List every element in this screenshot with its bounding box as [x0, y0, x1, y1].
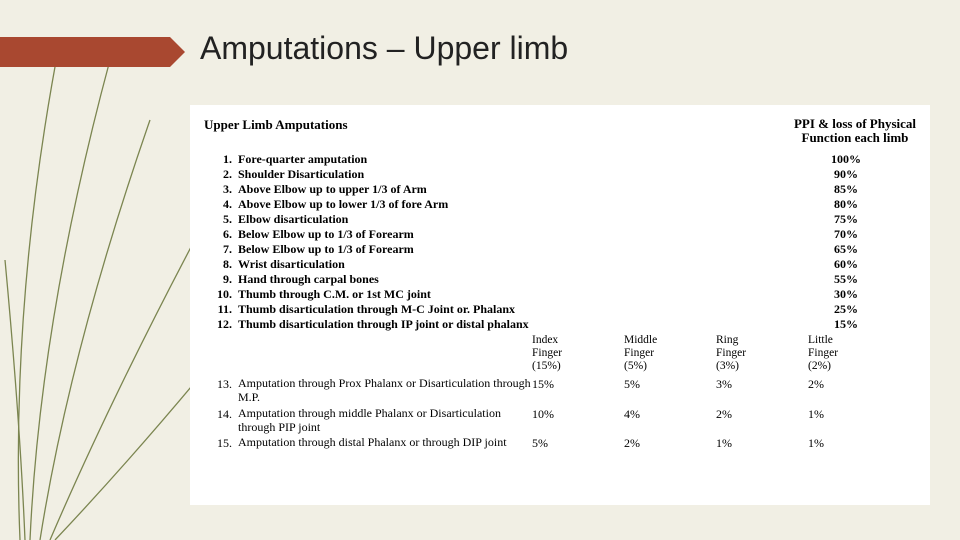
row-pct: 15%	[532, 377, 624, 405]
finger-col-header: IndexFinger(15%)	[532, 334, 624, 374]
row-pct: 60%	[776, 257, 916, 272]
row-desc: Amputation through distal Phalanx or thr…	[238, 436, 532, 451]
accent-band	[0, 37, 170, 67]
finger-rows: 13.Amputation through Prox Phalanx or Di…	[196, 375, 924, 451]
main-rows: 1.Fore-quarter amputation100%2.Shoulder …	[196, 152, 924, 332]
row-pct: 4%	[624, 407, 716, 435]
row-pct: 1%	[808, 436, 900, 451]
row-pct: 3%	[716, 377, 808, 405]
row-desc: Fore-quarter amputation	[238, 152, 776, 167]
row-number: 15.	[204, 436, 238, 451]
row-number: 5.	[204, 212, 238, 227]
table-row: 5.Elbow disarticulation75%	[196, 212, 924, 227]
row-desc: Shoulder Disarticulation	[238, 167, 776, 182]
row-pct: 65%	[776, 242, 916, 257]
table-row: 12.Thumb disarticulation through IP join…	[196, 317, 924, 332]
row-desc: Amputation through middle Phalanx or Dis…	[238, 407, 532, 435]
table-row: 4.Above Elbow up to lower 1/3 of fore Ar…	[196, 197, 924, 212]
table-row: 11.Thumb disarticulation through M-C Joi…	[196, 302, 924, 317]
table-row: 9.Hand through carpal bones55%	[196, 272, 924, 287]
row-number: 1.	[204, 152, 238, 167]
table-row: 8.Wrist disarticulation60%	[196, 257, 924, 272]
row-pct: 5%	[624, 377, 716, 405]
row-pct: 85%	[776, 182, 916, 197]
row-pct: 75%	[776, 212, 916, 227]
row-desc: Above Elbow up to upper 1/3 of Arm	[238, 182, 776, 197]
finger-col-header: RingFinger(3%)	[716, 334, 808, 374]
row-number: 13.	[204, 377, 238, 405]
row-number: 11.	[204, 302, 238, 317]
finger-columns-header: IndexFinger(15%)MiddleFinger(5%)RingFing…	[196, 332, 924, 376]
row-number: 10.	[204, 287, 238, 302]
table-row: 10.Thumb through C.M. or 1st MC joint30%	[196, 287, 924, 302]
row-number: 12.	[204, 317, 238, 332]
table-header: Upper Limb Amputations PPI & loss of Phy…	[196, 113, 924, 152]
table-row: 3.Above Elbow up to upper 1/3 of Arm85%	[196, 182, 924, 197]
row-desc: Hand through carpal bones	[238, 272, 776, 287]
row-number: 4.	[204, 197, 238, 212]
row-desc: Above Elbow up to lower 1/3 of fore Arm	[238, 197, 776, 212]
row-desc: Thumb through C.M. or 1st MC joint	[238, 287, 776, 302]
content-panel: Upper Limb Amputations PPI & loss of Phy…	[190, 105, 930, 505]
row-pct: 1%	[716, 436, 808, 451]
row-pct: 15%	[776, 317, 916, 332]
row-pct: 10%	[532, 407, 624, 435]
row-desc: Wrist disarticulation	[238, 257, 776, 272]
row-pct: 2%	[808, 377, 900, 405]
table-row: 14.Amputation through middle Phalanx or …	[196, 405, 924, 435]
table-row: 15.Amputation through distal Phalanx or …	[196, 434, 924, 451]
row-pct: 100%	[776, 152, 916, 167]
row-desc: Below Elbow up to 1/3 of Forearm	[238, 227, 776, 242]
row-number: 3.	[204, 182, 238, 197]
row-number: 14.	[204, 407, 238, 435]
row-desc: Thumb disarticulation through M-C Joint …	[238, 302, 776, 317]
row-number: 7.	[204, 242, 238, 257]
row-desc: Elbow disarticulation	[238, 212, 776, 227]
table-row: 6.Below Elbow up to 1/3 of Forearm70%	[196, 227, 924, 242]
header-right: PPI & loss of Physical Function each lim…	[794, 117, 916, 146]
finger-col-header: MiddleFinger(5%)	[624, 334, 716, 374]
row-number: 8.	[204, 257, 238, 272]
row-pct: 70%	[776, 227, 916, 242]
row-number: 9.	[204, 272, 238, 287]
table-row: 2.Shoulder Disarticulation90%	[196, 167, 924, 182]
header-left: Upper Limb Amputations	[204, 117, 348, 146]
row-pct: 5%	[532, 436, 624, 451]
row-desc: Amputation through Prox Phalanx or Disar…	[238, 377, 532, 405]
finger-col-header: LittleFinger(2%)	[808, 334, 900, 374]
row-pct: 25%	[776, 302, 916, 317]
slide-title: Amputations – Upper limb	[200, 30, 568, 67]
row-number: 2.	[204, 167, 238, 182]
row-pct: 1%	[808, 407, 900, 435]
row-pct: 2%	[716, 407, 808, 435]
row-pct: 55%	[776, 272, 916, 287]
row-pct: 2%	[624, 436, 716, 451]
table-row: 13.Amputation through Prox Phalanx or Di…	[196, 375, 924, 405]
row-pct: 90%	[776, 167, 916, 182]
row-desc: Below Elbow up to 1/3 of Forearm	[238, 242, 776, 257]
row-pct: 30%	[776, 287, 916, 302]
table-row: 7.Below Elbow up to 1/3 of Forearm65%	[196, 242, 924, 257]
row-number: 6.	[204, 227, 238, 242]
row-desc: Thumb disarticulation through IP joint o…	[238, 317, 776, 332]
row-pct: 80%	[776, 197, 916, 212]
table-row: 1.Fore-quarter amputation100%	[196, 152, 924, 167]
